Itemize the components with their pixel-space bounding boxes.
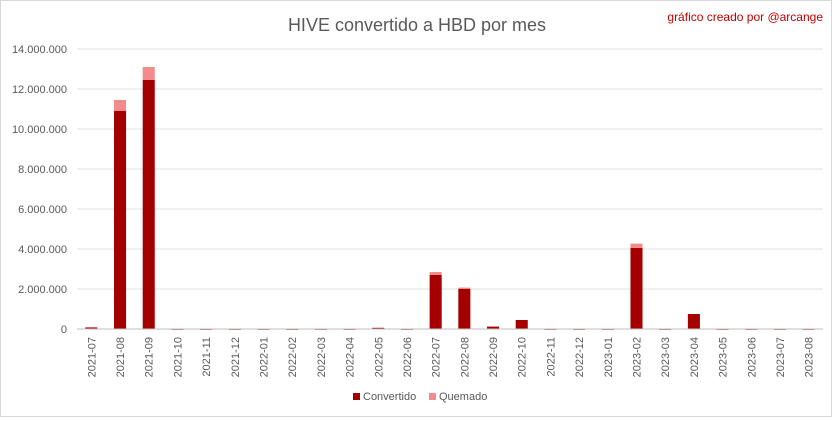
- legend: Convertido Quemado: [353, 391, 487, 403]
- y-tick-label: 14.000.000: [12, 44, 67, 56]
- x-tick-label: 2021-11: [201, 337, 213, 377]
- y-tick-label: 10.000.000: [12, 124, 67, 136]
- x-tick-label: 2022-02: [287, 337, 299, 377]
- bar-convertido-2023-02: [630, 248, 643, 329]
- bar-quemado-2022-08: [458, 287, 471, 289]
- x-tick-label: 2022-07: [431, 337, 443, 377]
- bar-convertido-2021-07: [85, 327, 98, 329]
- bar-quemado-2021-08: [114, 100, 127, 111]
- x-tick-label: 2022-03: [316, 337, 328, 377]
- x-tick-label: 2022-12: [574, 337, 586, 377]
- legend-swatch-quemado: [429, 393, 436, 400]
- bar-convertido-2022-10: [515, 320, 528, 329]
- bar-convertido-2022-09: [487, 326, 500, 329]
- x-tick-label: 2021-09: [144, 337, 156, 377]
- bar-convertido-2023-04: [687, 314, 700, 329]
- bar-quemado-2022-07: [429, 272, 442, 275]
- legend-label-convertido: Convertido: [363, 391, 416, 403]
- y-axis-ticks: 0 2.000.000 4.000.000 6.000.000 8.000.000 10.…: [12, 44, 67, 336]
- bars: [85, 67, 815, 330]
- x-tick-label: 2021-08: [115, 337, 127, 377]
- legend-label-quemado: Quemado: [439, 391, 487, 403]
- x-tick-label: 2021-10: [172, 337, 184, 377]
- x-tick-label: 2023-07: [775, 337, 787, 377]
- x-tick-label: 2021-07: [86, 337, 98, 377]
- x-tick-label: 2022-09: [488, 337, 500, 377]
- x-tick-label: 2022-05: [373, 337, 385, 377]
- y-tick-label: 6.000.000: [18, 204, 67, 216]
- x-tick-label: 2023-06: [746, 337, 758, 377]
- x-axis-ticks: 2021-07 2021-08 2021-09 2021-10 2021-11 2021-…: [86, 337, 815, 377]
- chart-title: HIVE convertido a HBD por mes: [288, 15, 546, 35]
- bar-quemado-2021-09: [142, 67, 155, 80]
- x-tick-label: 2023-05: [718, 337, 730, 377]
- x-tick-label: 2021-12: [230, 337, 242, 377]
- x-tick-label: 2022-08: [459, 337, 471, 377]
- x-tick-label: 2023-01: [603, 337, 615, 377]
- y-tick-label: 4.000.000: [18, 244, 67, 256]
- y-tick-label: 0: [61, 324, 67, 336]
- bar-convertido-2022-08: [458, 289, 471, 329]
- bar-convertido-2021-09: [142, 80, 155, 329]
- x-tick-label: 2023-04: [689, 337, 701, 377]
- x-tick-label: 2022-11: [545, 337, 557, 377]
- x-tick-label: 2023-08: [804, 337, 816, 377]
- y-tick-label: 2.000.000: [18, 284, 67, 296]
- chart-credit: gráfico creado por @arcange: [667, 10, 823, 24]
- x-tick-label: 2022-01: [259, 337, 271, 377]
- bar-convertido-2021-08: [114, 111, 127, 329]
- x-tick-label: 2022-04: [345, 337, 357, 377]
- bar-quemado-2023-02: [630, 243, 643, 248]
- x-tick-label: 2022-10: [517, 337, 529, 377]
- gridlines: [77, 48, 823, 290]
- bar-convertido-2022-07: [429, 275, 442, 329]
- legend-swatch-convertido: [353, 393, 360, 400]
- y-tick-label: 12.000.000: [12, 84, 67, 96]
- x-tick-label: 2023-02: [632, 337, 644, 377]
- x-tick-label: 2023-03: [660, 337, 672, 377]
- y-tick-label: 8.000.000: [18, 164, 67, 176]
- x-tick-label: 2022-06: [402, 337, 414, 377]
- bar-convertido-2022-05: [372, 327, 385, 329]
